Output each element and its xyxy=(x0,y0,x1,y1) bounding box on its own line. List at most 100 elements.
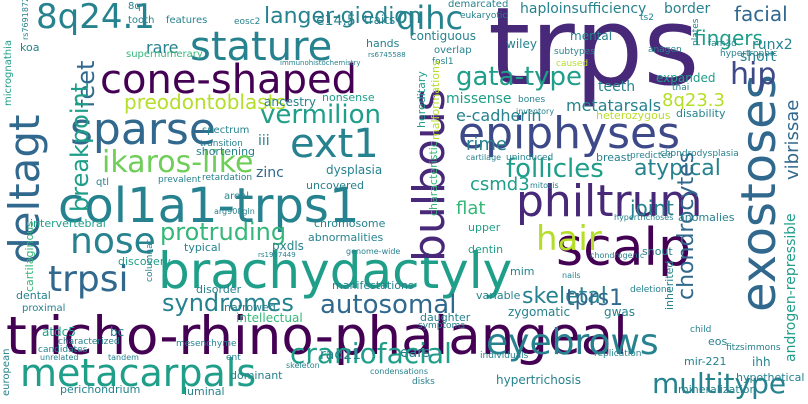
word-sparse: sparse xyxy=(70,104,216,155)
word-abnormalities: abnormalities xyxy=(308,231,384,244)
word-spectrum: spectrum xyxy=(202,125,250,136)
word-autosomal: autosomal xyxy=(320,290,457,320)
word-haploinsufficiency: haploinsufficiency xyxy=(520,1,647,17)
word-inventory: inventory xyxy=(516,107,555,116)
word-immunohistochemistry: immunohistochemistry xyxy=(280,59,361,67)
word-nails: nails xyxy=(562,271,581,280)
word-rad21: rad21 xyxy=(320,347,362,363)
word-chromosome: chromosome xyxy=(314,217,386,230)
word-ts2: ts2 xyxy=(640,13,654,23)
word-eukaryotic: eukaryotic xyxy=(460,11,508,21)
word-expanded: expanded xyxy=(656,71,716,85)
word-daughter: daughter xyxy=(420,311,471,324)
word-discovery: discovery xyxy=(118,255,171,268)
word-cartilage: cartilage xyxy=(466,153,502,162)
word-bones: bones xyxy=(518,95,546,105)
word-hypothetical: hypothetical xyxy=(736,371,805,384)
word-luminal: luminal xyxy=(184,385,225,398)
word-upper: upper xyxy=(468,221,501,234)
word-philtrum: philtrum xyxy=(516,176,703,227)
word-deletions: deletions xyxy=(630,285,672,295)
word-flat: flat xyxy=(456,198,486,219)
word-atdc5: atdc5 xyxy=(42,325,76,339)
word-thai: thai xyxy=(672,83,690,93)
word-arg908gln: arg908gln xyxy=(214,207,255,216)
word-hair: hair xyxy=(536,219,602,259)
word-mesenchyme: mesenchyme xyxy=(176,339,237,349)
word-intervertebral: intervertebral xyxy=(30,217,106,230)
word-hereditary: hereditary xyxy=(415,71,428,128)
word-trpsi: trpsi xyxy=(48,259,129,300)
word-columnar: columnar xyxy=(145,239,155,282)
word-transition: transition xyxy=(200,139,243,149)
word-heterozygous: heterozygous xyxy=(596,109,671,122)
word-zinc: zinc xyxy=(256,165,284,181)
word-mitosis: mitosis xyxy=(530,181,559,190)
word-protruding: protruding xyxy=(160,218,287,246)
word-features: features xyxy=(166,15,208,26)
word-epiphyses: epiphyses xyxy=(458,108,680,159)
word-symptoms: symptoms xyxy=(418,321,465,331)
word-hypertrophic: hypertrophic xyxy=(720,49,778,59)
word-nonsense: nonsense xyxy=(322,91,375,104)
word-demarcated: demarcated xyxy=(448,0,509,10)
word-koa: koa xyxy=(20,41,40,54)
word-teeth: teeth xyxy=(598,79,636,95)
word-predicted: predicted xyxy=(630,151,673,161)
word-zygomatic: zygomatic xyxy=(508,305,571,319)
word-qihc: qihc xyxy=(396,0,464,37)
word-cone-shaped: cone-shaped xyxy=(100,57,357,103)
word-csmd3: csmd3 xyxy=(470,174,530,195)
word-gata-type: gata-type xyxy=(456,62,583,92)
word-chondrocytes: chondrocytes xyxy=(674,151,699,300)
word-bc: bc xyxy=(110,325,125,339)
word-col1a1-trps1: col1a1-trps1 xyxy=(58,178,360,234)
word-pxdls: pxdls xyxy=(272,239,304,253)
word-overlap: overlap xyxy=(434,45,472,56)
word-gwas: gwas xyxy=(604,305,636,319)
word-dental: dental xyxy=(16,289,51,302)
word-metatarsals: metatarsals xyxy=(566,96,662,115)
word-eyebrows: eyebrows xyxy=(486,322,659,363)
word-mir-221: mir-221 xyxy=(684,355,727,368)
word-candidates: candidates xyxy=(38,345,88,355)
word-ent: ent xyxy=(226,353,241,363)
word-mim: mim xyxy=(510,265,535,278)
word-variable: variable xyxy=(476,289,521,302)
word-mental: mental xyxy=(570,29,613,43)
word-fingers: fingers xyxy=(694,26,763,50)
word-uncovered: uncovered xyxy=(306,179,365,192)
word-replication: replication xyxy=(594,349,642,359)
word-eosc2: eosc2 xyxy=(234,17,261,27)
word-nose: nose xyxy=(70,221,156,262)
word-retardation: retardation xyxy=(202,173,253,183)
word-disorder: disorder xyxy=(196,283,242,296)
word-characteristic: characteristic xyxy=(427,141,440,216)
word-contiguous: contiguous xyxy=(410,29,477,43)
word-tricho-rhino-phalangeal: tricho-rhino-phalangeal xyxy=(6,306,628,367)
word-caused: caused xyxy=(556,59,589,69)
word-rs7691872: rs7691872 xyxy=(21,0,30,40)
word-individuals: individuals xyxy=(480,351,529,361)
word-fosl1: fosl1 xyxy=(432,57,454,67)
word-dominant: dominant xyxy=(230,369,283,382)
word-tandem: tandem xyxy=(108,353,139,362)
word-hip: hip xyxy=(730,57,777,92)
word-stature: stature xyxy=(190,24,333,70)
word-brachydactyly: brachydactyly xyxy=(158,242,513,300)
word-follicles: follicles xyxy=(506,154,604,184)
word-uninduced: uninduced xyxy=(506,153,554,163)
word-typical: typical xyxy=(184,241,221,254)
word-rs6745588: rs6745588 xyxy=(368,51,406,59)
word-characterized: characterized xyxy=(58,337,120,347)
word-hypertrichosis: hypertrichosis xyxy=(496,373,581,387)
word-malformations: malformations xyxy=(429,60,442,140)
word-short: short xyxy=(740,49,776,65)
word-intellectual: intellectual xyxy=(236,311,303,325)
word-tprs1: tprs1 xyxy=(566,286,624,311)
word-trps: trps xyxy=(488,0,700,110)
word-qtl: qtl xyxy=(96,177,110,188)
word-e-cadherin: e-cadherin xyxy=(456,106,542,125)
word-chondrodysplasia: chondrodysplasia xyxy=(660,149,739,159)
